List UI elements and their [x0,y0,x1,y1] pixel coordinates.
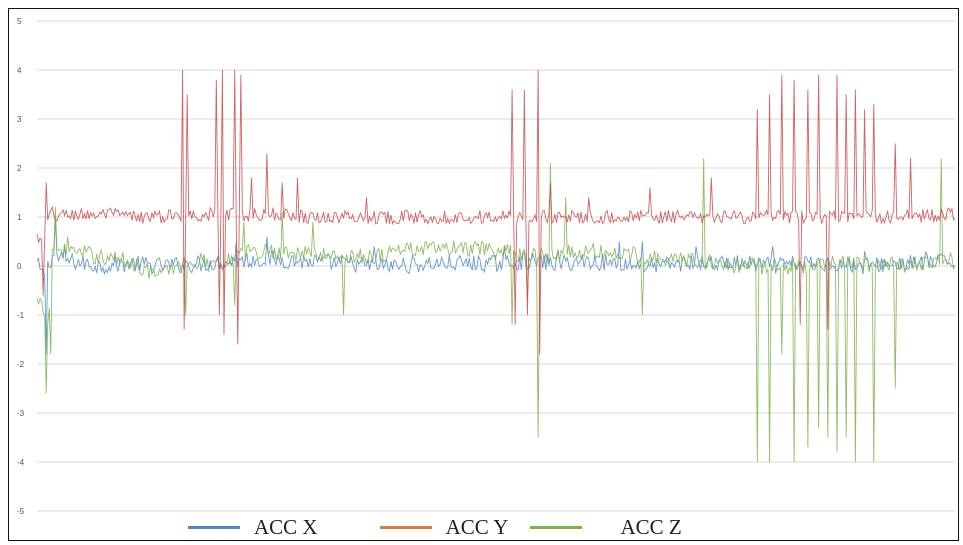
legend: ACC X ACC Y ACC Z [188,514,682,540]
y-tick-label: -2 [17,360,25,369]
y-tick-label: 3 [17,115,22,124]
series-line-acc-z [36,158,956,463]
y-tick-label: 5 [17,17,22,26]
legend-label: ACC Z [620,514,682,539]
legend-swatch [188,525,240,529]
y-tick-label: -5 [17,507,25,516]
y-tick-label: -3 [17,409,25,418]
y-tick-label: 2 [17,164,22,173]
line-chart: 5 4 3 2 1 0 -1 -2 -3 -4 -5 [17,17,956,516]
chart-frame: 5 4 3 2 1 0 -1 -2 -3 -4 -5 [8,8,959,541]
legend-label: ACC Y [445,514,509,539]
series-group [36,69,956,463]
y-tick-label: 4 [17,66,22,75]
y-tick-label: 1 [17,213,22,222]
legend-item-acc-z: ACC Z [530,514,682,540]
legend-item-acc-x: ACC X [188,515,318,540]
legend-label: ACC X [254,514,318,539]
y-axis-ticks: 5 4 3 2 1 0 -1 -2 -3 -4 -5 [17,17,25,516]
series-line-acc-y [36,69,956,355]
y-tick-label: -4 [17,458,25,467]
y-tick-label: -1 [17,311,25,320]
legend-item-acc-y: ACC Y [379,514,509,540]
legend-swatch [530,525,583,529]
legend-swatch [379,525,432,529]
y-tick-label: 0 [17,262,22,271]
